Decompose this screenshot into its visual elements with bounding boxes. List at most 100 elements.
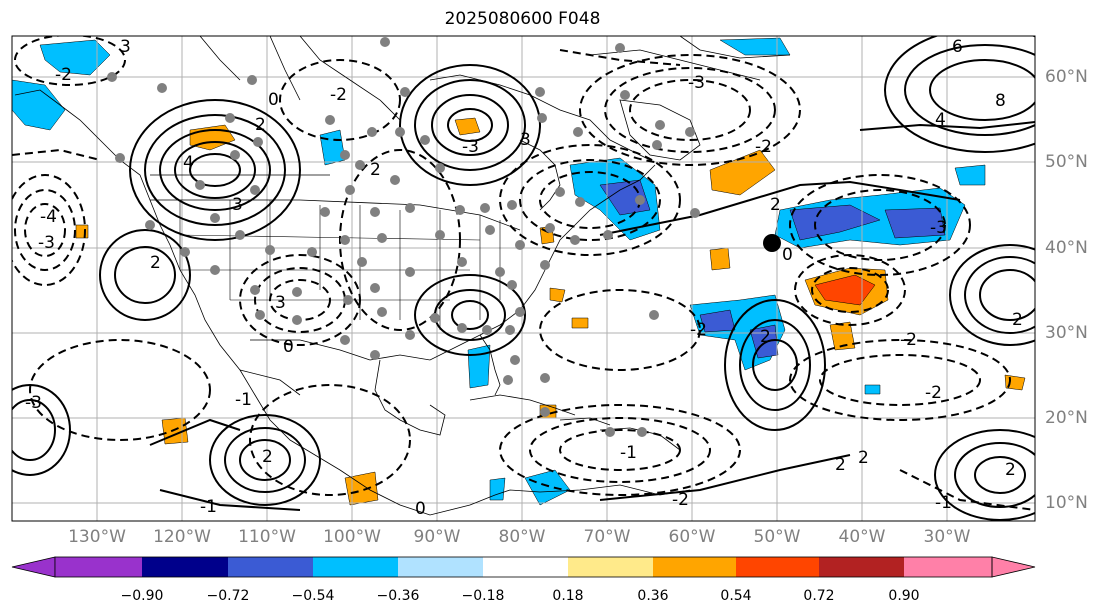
lon-label: 120°W (153, 527, 211, 547)
contour-label: -1 (620, 443, 637, 463)
contour-label: -2 (330, 85, 347, 105)
contour-label: 2 (255, 115, 266, 135)
colorbar (11, 556, 1036, 578)
shade-orange-small-2 (709, 247, 731, 271)
contour-label: 3 (275, 293, 286, 313)
contour-label: -4 (40, 207, 57, 227)
contour-label: 2 (370, 160, 381, 180)
shade-orange-pacific (75, 224, 89, 239)
contour-label: 2 (760, 327, 771, 347)
contour-label: -3 (688, 73, 705, 93)
lon-label: 100°W (323, 527, 381, 547)
contour-label: -2 (690, 320, 707, 340)
map-title: 2025080600 F048 (444, 9, 601, 29)
contour-label: -1 (935, 493, 952, 513)
contour-label: 2 (858, 448, 869, 468)
lat-label: 60°N (1045, 67, 1088, 87)
observation-points (107, 37, 700, 437)
lon-label: 60°W (668, 527, 716, 547)
colorbar-segment (313, 557, 398, 577)
shade-darkblue-storm-1 (699, 309, 736, 333)
colorbar-segment (142, 557, 228, 577)
colorbar-segment (568, 557, 653, 577)
colorbar-tick-label: 0.36 (637, 588, 669, 604)
shade-blue-alaska (12, 79, 66, 131)
lat-label: 20°N (1045, 408, 1088, 428)
lon-label: 30°W (923, 527, 971, 547)
contour-label: 0 (283, 337, 294, 357)
lat-label: 30°N (1045, 323, 1088, 343)
shade-blue-florida (467, 344, 491, 389)
shade-orange-small-4 (549, 287, 566, 303)
lon-label: 90°W (413, 527, 461, 547)
contour-label: 2 (150, 253, 161, 273)
contour-label: 4 (183, 153, 194, 173)
contour-label: -2 (755, 137, 772, 157)
contour-label: 0 (268, 90, 279, 110)
colorbar-segment (653, 557, 736, 577)
shade-blue-east (954, 164, 986, 186)
contour-label: 2 (1012, 310, 1023, 330)
colorbar-segment (398, 557, 483, 577)
contour-label: -2 (55, 65, 72, 85)
map-frame (11, 35, 1036, 522)
shade-orange-small-1 (829, 321, 856, 351)
lon-label: 110°W (238, 527, 296, 547)
colorbar-outline (54, 556, 993, 578)
shade-red-midatlantic (814, 274, 876, 306)
colorbar-tick-label: −0.18 (461, 588, 505, 604)
contour-label: 3 (232, 195, 243, 215)
colorbar-tick-label: 0.90 (888, 588, 920, 604)
shade-blue-small (864, 384, 881, 395)
contour-label: 0 (415, 499, 426, 519)
shade-blue-nw (39, 39, 111, 76)
contour-label: 3 (120, 37, 131, 57)
lon-label: 80°W (498, 527, 546, 547)
colorbar-max-arrow (991, 556, 1036, 578)
contour-label: 6 (952, 37, 963, 57)
contour-label: -3 (930, 218, 947, 238)
shade-darkblue-atlantic-2 (884, 207, 946, 239)
contour-label: -1 (235, 390, 252, 410)
colorbar-tick-label: −0.90 (120, 588, 164, 604)
shade-orange-small-5 (571, 317, 589, 329)
contour-label: -3 (38, 233, 55, 253)
lat-label: 40°N (1045, 238, 1088, 258)
contour-label: -2 (925, 383, 942, 403)
colorbar-tick-label: −0.72 (206, 588, 250, 604)
contour-label: 2 (770, 195, 781, 215)
contour-label: -2 (672, 490, 689, 510)
contour-label: 8 (995, 91, 1006, 111)
colorbar-min-arrow (11, 556, 56, 578)
contour-label: 0 (782, 245, 793, 265)
colorbar-tick-label: 0.72 (803, 588, 835, 604)
contour-label: -3 (25, 393, 42, 413)
shade-orange-hudson (454, 117, 481, 136)
colorbar-segment (736, 557, 819, 577)
colorbar-segment (819, 557, 904, 577)
contour-label: -2 (900, 330, 917, 350)
lon-label: 50°W (753, 527, 801, 547)
lat-label: 50°N (1045, 152, 1088, 172)
contour-label: 4 (935, 110, 946, 130)
lon-label: 40°W (838, 527, 886, 547)
contour-label-group: 3 2 -2 0 4 3 -3 3 -4 -3 2 2 -2 3 -3 6 8 … (25, 37, 1023, 519)
contour-label: 2 (1005, 460, 1016, 480)
contour-label: 2 (835, 455, 846, 475)
shade-darkblue-atlantic-1 (789, 204, 881, 241)
colorbar-segment (228, 557, 313, 577)
colorbar-segment (483, 557, 568, 577)
colorbar-tick-label: −0.54 (291, 588, 335, 604)
colorbar-tick-label: 0.54 (720, 588, 752, 604)
colorbar-segment (55, 557, 142, 577)
shade-orange-newfoundland (709, 149, 776, 196)
shade-blue-panama (489, 477, 506, 501)
colorbar-segment (904, 557, 992, 577)
colorbar-tick-label: 0.18 (552, 588, 584, 604)
storm-center-marker (763, 234, 781, 252)
shade-orange-centralamerica (344, 471, 379, 506)
contour-label: -3 (462, 137, 479, 157)
lon-label: 130°W (68, 527, 126, 547)
contour-label: 3 (520, 130, 531, 150)
